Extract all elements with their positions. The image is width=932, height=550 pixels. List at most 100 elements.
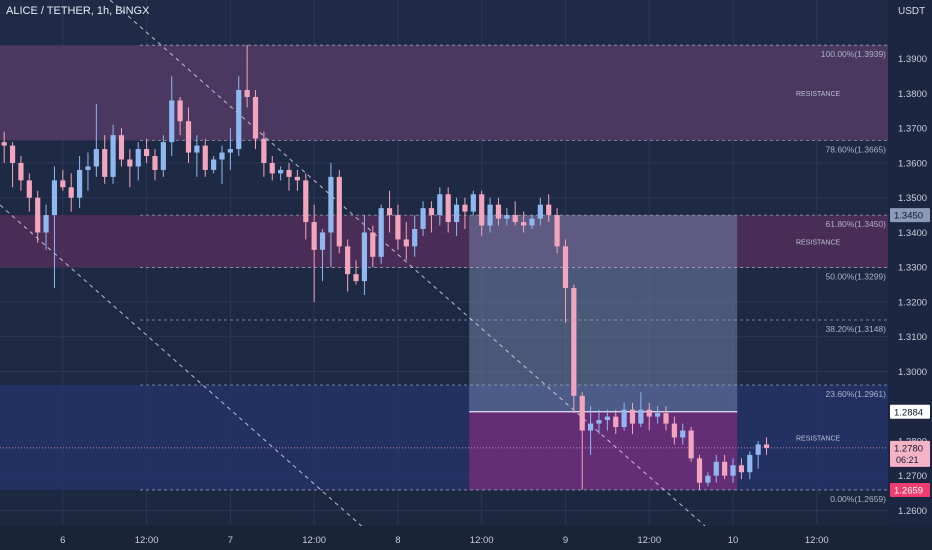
candle-body — [479, 194, 485, 226]
candle-body — [85, 166, 91, 170]
price-tick-label: 1.3300 — [898, 263, 927, 274]
time-tick-label: 6 — [60, 535, 65, 546]
time-tick-label: 12:00 — [470, 535, 494, 546]
fib-level-label: 0.00%(1.2659) — [830, 494, 886, 504]
resistance-zone — [0, 45, 888, 141]
time-tick-label: 7 — [228, 535, 233, 546]
candle-body — [512, 215, 518, 223]
price-tick-label: 1.2600 — [898, 506, 927, 517]
candle-body — [244, 89, 250, 97]
candle-body — [252, 96, 259, 139]
candle-body — [562, 246, 569, 289]
candle-body — [160, 142, 166, 170]
candle-body — [386, 208, 393, 216]
price-tick-label: 1.3700 — [898, 124, 927, 135]
candle-body — [495, 204, 502, 219]
candle-body — [328, 176, 334, 233]
candle-body — [370, 232, 376, 257]
price-tick-label: 1.3500 — [898, 193, 927, 204]
candle-body — [655, 413, 661, 417]
countdown-label: 06:21 — [896, 455, 919, 465]
candle-body — [462, 204, 468, 212]
candle-body — [144, 149, 150, 157]
candle-body — [696, 458, 703, 483]
candle-body — [504, 215, 510, 219]
price-tick-label: 1.2700 — [898, 471, 927, 482]
candle-body — [269, 162, 275, 174]
candle-body — [185, 121, 192, 153]
candle-body — [118, 135, 125, 160]
candle-body — [571, 288, 577, 396]
candle-body — [663, 413, 669, 424]
candle-body — [755, 444, 761, 455]
candle-body — [311, 222, 317, 250]
candle-body — [412, 228, 418, 247]
time-tick-label: 9 — [563, 535, 568, 546]
candle-body — [294, 176, 300, 181]
candle-body — [705, 475, 711, 483]
price-axis-bg — [888, 0, 932, 550]
zone-label: RESISTANCE — [796, 91, 841, 98]
fib-level-label: 61.80%(1.3450) — [826, 219, 887, 229]
time-tick-label: 12:00 — [302, 535, 326, 546]
candle-body — [9, 145, 16, 163]
candle-body — [345, 246, 351, 275]
fib-level-label: 23.60%(1.2961) — [826, 389, 887, 399]
candle-body — [227, 149, 233, 153]
candle-body — [278, 169, 284, 174]
candle-body — [730, 465, 736, 476]
trendline-lower — [0, 204, 367, 531]
price-tick-label: 1.3100 — [898, 332, 927, 343]
price-marker-badge — [890, 404, 930, 419]
fib-level-label: 50.00%(1.3299) — [826, 272, 887, 282]
candle-body — [378, 208, 384, 257]
price-marker-badge — [890, 208, 930, 223]
time-axis-bg — [0, 526, 932, 550]
candle-body — [680, 430, 686, 438]
fib-level-label: 78.60%(1.3665) — [826, 144, 887, 154]
candle-body — [286, 169, 292, 177]
chart-title: ALICE / TETHER, 1h, BINGX — [6, 5, 150, 17]
candle-body — [453, 204, 460, 223]
candle-body — [1, 142, 7, 146]
candle-body — [671, 423, 677, 438]
price-tick-label: 1.3200 — [898, 297, 927, 308]
time-tick-label: 12:00 — [637, 535, 661, 546]
candle-body — [68, 187, 74, 198]
candle-body — [395, 215, 401, 240]
zone-label: RESISTANCE — [796, 239, 841, 246]
price-marker-label: 1.2659 — [894, 485, 923, 496]
candle-body — [445, 194, 451, 223]
candle-body — [613, 416, 619, 428]
time-tick-label: 10 — [728, 535, 739, 546]
candle-body — [722, 461, 728, 476]
last-price-badge — [890, 440, 930, 467]
candle-body — [688, 430, 694, 459]
candle-body — [177, 100, 183, 122]
candle-body — [211, 159, 217, 170]
candle-body — [604, 416, 610, 421]
candle-body — [76, 169, 83, 198]
candle-body — [487, 204, 493, 226]
price-tick-label: 1.3000 — [898, 367, 927, 378]
candle-body — [428, 208, 435, 216]
candle-body — [738, 465, 744, 473]
candle-body — [520, 222, 527, 226]
candle-body — [336, 176, 342, 247]
candle-body — [194, 145, 200, 153]
candle-body — [579, 395, 585, 431]
position-target-area — [469, 215, 738, 412]
time-tick-label: 8 — [395, 535, 400, 546]
candle-body — [621, 409, 627, 428]
candle-body — [629, 409, 636, 424]
candle-body — [420, 208, 426, 229]
candle-body — [43, 215, 49, 233]
candle-body — [713, 461, 719, 476]
resistance-zone — [0, 385, 888, 490]
price-tick-label: 1.3400 — [898, 228, 927, 239]
candle-body — [529, 218, 535, 226]
price-tick-label: 1.3800 — [898, 89, 927, 100]
candle-body — [763, 444, 770, 448]
candle-body — [110, 135, 116, 177]
